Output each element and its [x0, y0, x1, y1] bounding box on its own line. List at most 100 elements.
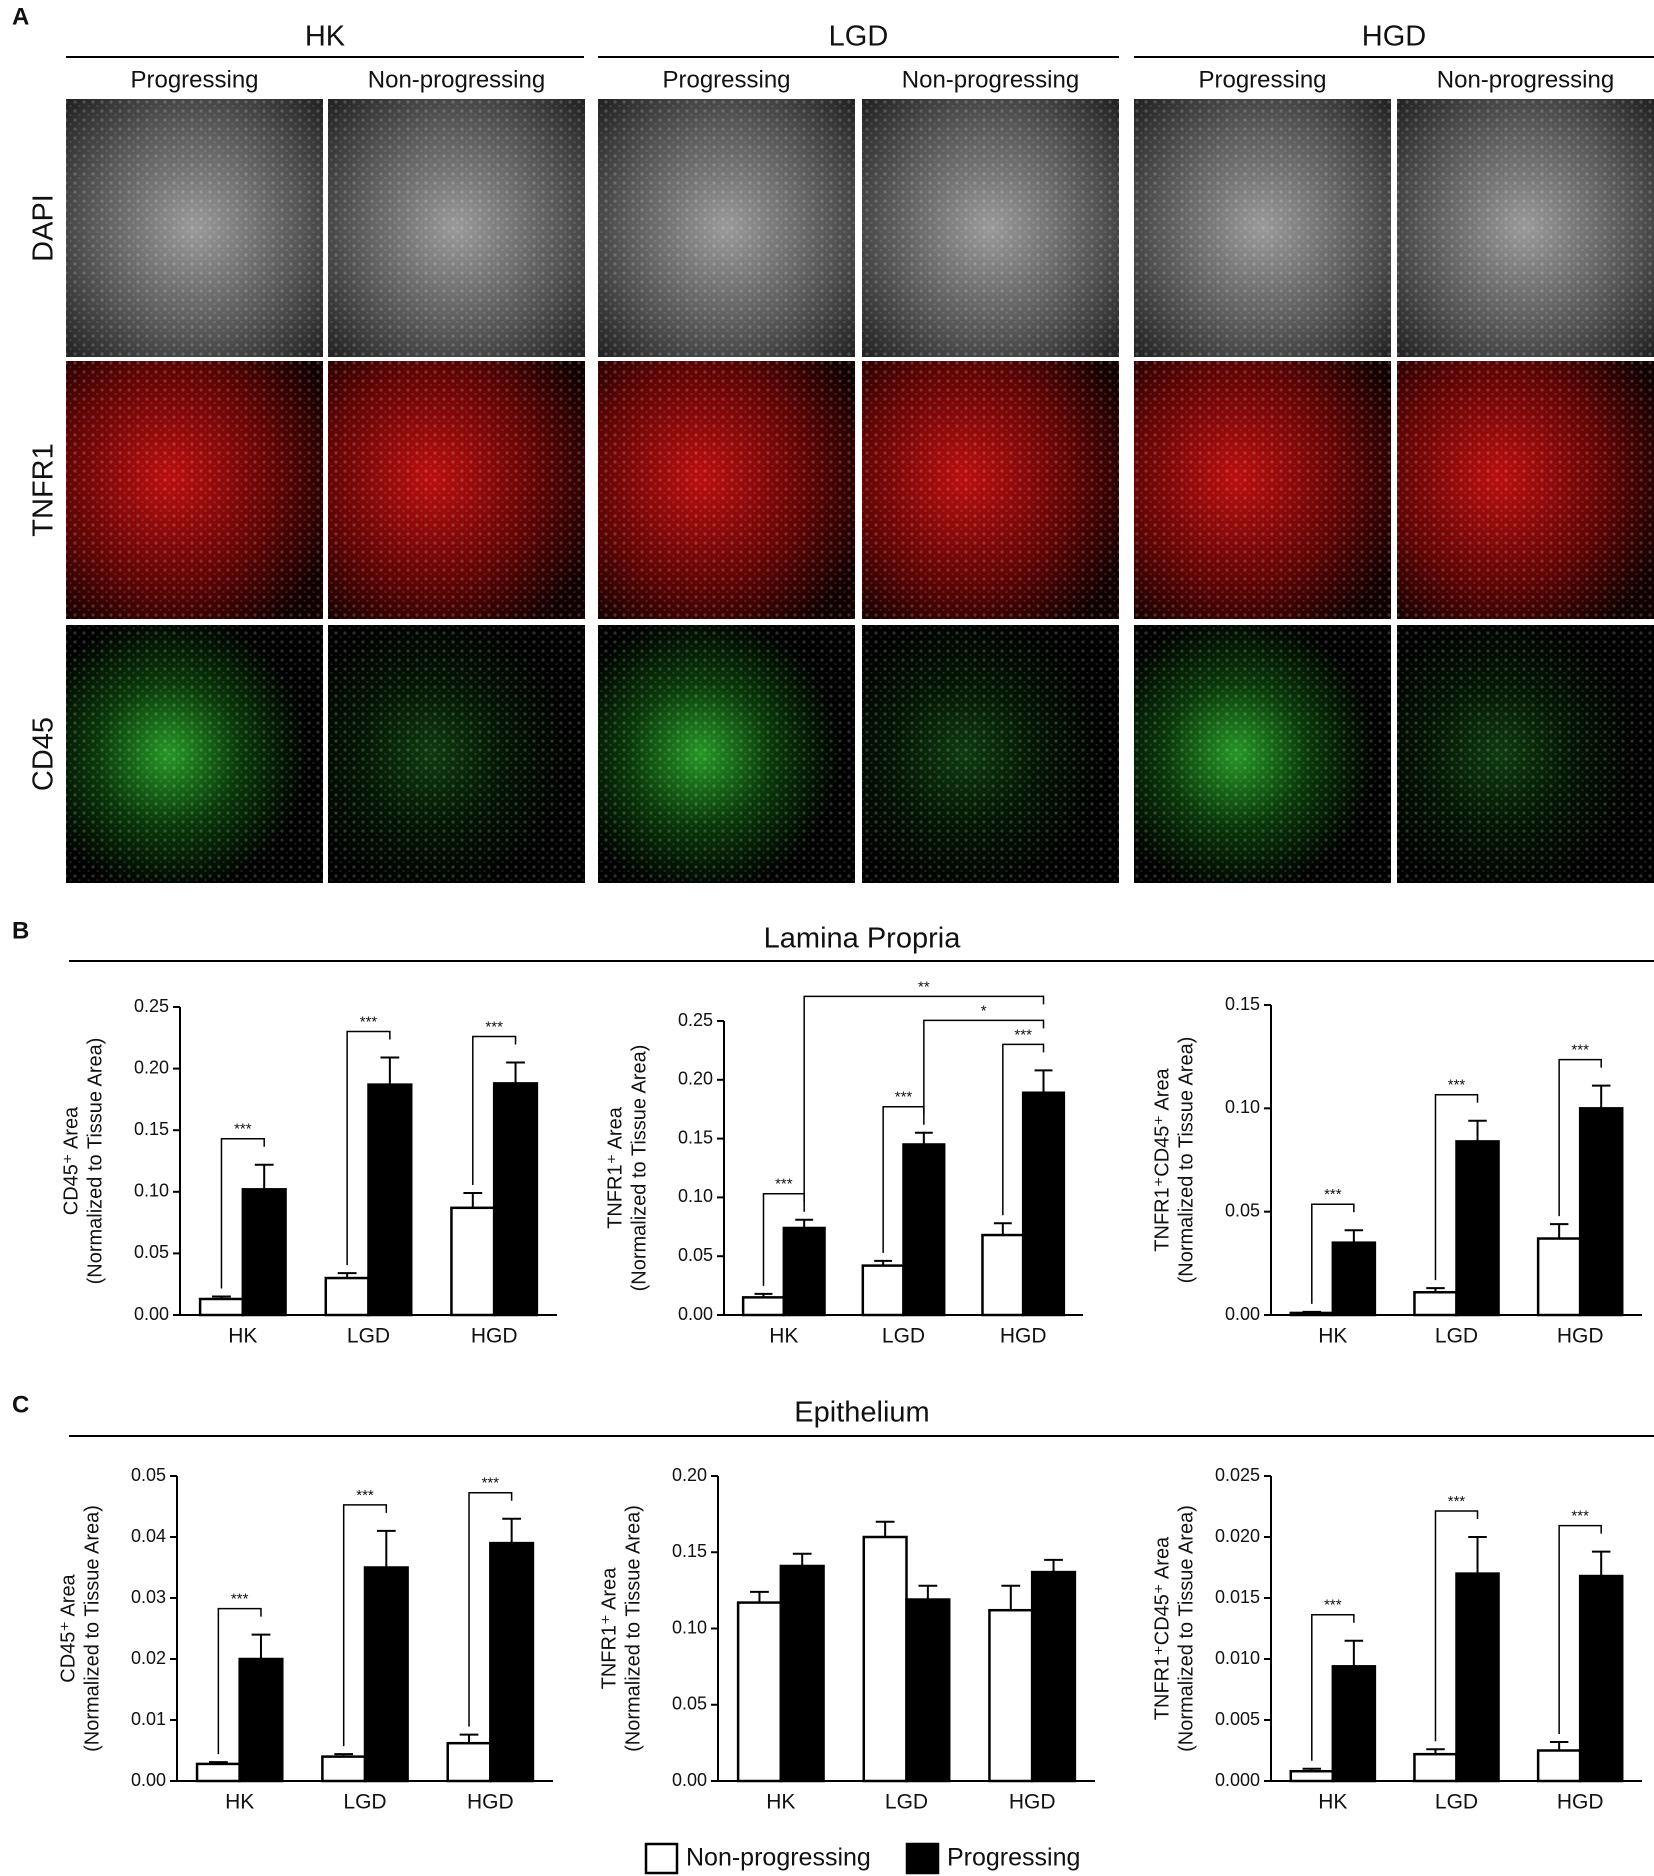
- y-tick-label: 0.10: [1225, 1097, 1260, 1117]
- significance-bracket: [1311, 1203, 1355, 1304]
- group-header: HGD: [1362, 21, 1426, 53]
- y-axis-label: CD45⁺ Area: [60, 1106, 82, 1215]
- column-header: Progressing: [1198, 66, 1326, 93]
- y-tick-label: 0.15: [678, 1127, 713, 1147]
- y-tick-label: 0.05: [131, 1465, 166, 1485]
- bar: [1578, 1574, 1624, 1783]
- x-tick-label: HGD: [471, 1325, 518, 1348]
- bar: [363, 1566, 409, 1783]
- bar: [1030, 1570, 1077, 1783]
- x-tick-label: HGD: [1009, 1791, 1056, 1814]
- micrograph-texture: [598, 99, 855, 357]
- y-tick-label: 0.01: [131, 1709, 166, 1729]
- column-header: Progressing: [662, 66, 790, 93]
- bar: [1455, 1572, 1500, 1783]
- bar: [862, 1535, 908, 1783]
- y-axis-label: TNFR1⁺ Area: [598, 1567, 620, 1690]
- bar: [981, 1233, 1025, 1317]
- bar: [492, 1082, 539, 1317]
- bar: [367, 1083, 413, 1317]
- bar: [489, 1541, 535, 1783]
- y-axis-label: (Normalized to Tissue Area): [622, 1505, 644, 1752]
- y-tick-label: 0.20: [134, 1057, 169, 1077]
- bar: [198, 1297, 245, 1317]
- x-tick-label: LGD: [885, 1791, 928, 1814]
- bar: [1536, 1237, 1582, 1317]
- panel-label: B: [12, 917, 29, 944]
- x-tick-label: HK: [1318, 1791, 1347, 1814]
- x-tick-label: HK: [228, 1325, 257, 1348]
- y-tick-label: 0.05: [134, 1242, 169, 1262]
- legend-swatch: [644, 1842, 679, 1875]
- significance-bracket: [220, 1137, 265, 1289]
- significance-label: ***: [1014, 1026, 1032, 1043]
- y-tick-label: 0.020: [1215, 1526, 1260, 1546]
- significance-label: **: [918, 978, 930, 995]
- y-tick-label: 0.04: [131, 1526, 166, 1546]
- row-label: TNFR1: [28, 443, 60, 536]
- panel-label: C: [12, 1391, 29, 1418]
- y-axis-label: TNFR1⁺CD45⁺ Area: [1151, 1067, 1173, 1251]
- bar: [1331, 1665, 1377, 1783]
- y-axis-label: (Normalized to Tissue Area): [81, 1505, 103, 1752]
- significance-bracket: [1311, 1613, 1355, 1761]
- micrograph-texture: [328, 361, 585, 619]
- bar: [1021, 1091, 1066, 1317]
- y-tick-label: 0.00: [1225, 1304, 1260, 1324]
- row-label: CD45: [28, 717, 60, 791]
- y-axis-label: (Normalized to Tissue Area): [1175, 1505, 1197, 1752]
- significance-label: ***: [485, 1018, 503, 1035]
- y-axis-label: (Normalized to Tissue Area): [1175, 1037, 1197, 1284]
- column-header: Non-progressing: [902, 66, 1079, 93]
- micrograph-texture: [328, 625, 585, 883]
- y-tick-label: 0.20: [672, 1465, 707, 1485]
- micrograph-texture: [1397, 625, 1654, 883]
- y-tick-label: 0.00: [131, 1770, 166, 1790]
- y-tick-label: 0.15: [1225, 994, 1260, 1014]
- bar: [1331, 1241, 1377, 1317]
- significance-bracket: [217, 1607, 262, 1755]
- significance-bracket: [342, 1504, 388, 1747]
- x-tick-label: HK: [769, 1325, 798, 1348]
- y-axis-label: (Normalized to Tissue Area): [628, 1045, 650, 1292]
- y-tick-label: 0.15: [672, 1541, 707, 1561]
- y-axis-label: CD45⁺ Area: [57, 1573, 79, 1682]
- y-tick-label: 0.10: [672, 1617, 707, 1637]
- y-tick-label: 0.005: [1215, 1709, 1260, 1729]
- column-header: Non-progressing: [368, 66, 545, 93]
- micrograph-texture: [1134, 99, 1391, 357]
- significance-label: ***: [360, 1013, 378, 1030]
- y-tick-label: 0.10: [134, 1181, 169, 1201]
- y-tick-label: 0.02: [131, 1648, 166, 1668]
- y-tick-label: 0.25: [134, 996, 169, 1016]
- y-tick-label: 0.20: [678, 1069, 713, 1089]
- x-tick-label: HK: [225, 1791, 254, 1814]
- micrograph-texture: [598, 361, 855, 619]
- bar: [324, 1276, 370, 1317]
- panel-label: A: [12, 3, 29, 30]
- column-header: Non-progressing: [1437, 66, 1614, 93]
- x-tick-label: LGD: [347, 1325, 390, 1348]
- bar: [1413, 1752, 1458, 1783]
- y-tick-label: 0.05: [672, 1694, 707, 1714]
- significance-label: ***: [895, 1089, 913, 1106]
- significance-label: ***: [1571, 1508, 1589, 1525]
- micrograph-texture: [1397, 99, 1654, 357]
- y-axis-label: TNFR1⁺ Area: [604, 1106, 626, 1229]
- x-tick-label: HGD: [467, 1791, 514, 1814]
- section-title: Epithelium: [794, 1397, 929, 1429]
- x-tick-label: HGD: [1000, 1325, 1047, 1348]
- significance-label: ***: [1448, 1077, 1466, 1094]
- x-tick-label: HK: [1318, 1325, 1347, 1348]
- bar: [1536, 1749, 1582, 1783]
- group-header: HK: [305, 21, 346, 53]
- significance-label: ***: [1324, 1186, 1342, 1203]
- micrograph-texture: [598, 625, 855, 883]
- significance-bracket: [803, 995, 1045, 1212]
- y-tick-label: 0.05: [1225, 1200, 1260, 1220]
- significance-label: ***: [231, 1591, 249, 1608]
- significance-bracket: [346, 1030, 391, 1266]
- legend-swatch: [905, 1842, 940, 1875]
- bar: [779, 1564, 825, 1783]
